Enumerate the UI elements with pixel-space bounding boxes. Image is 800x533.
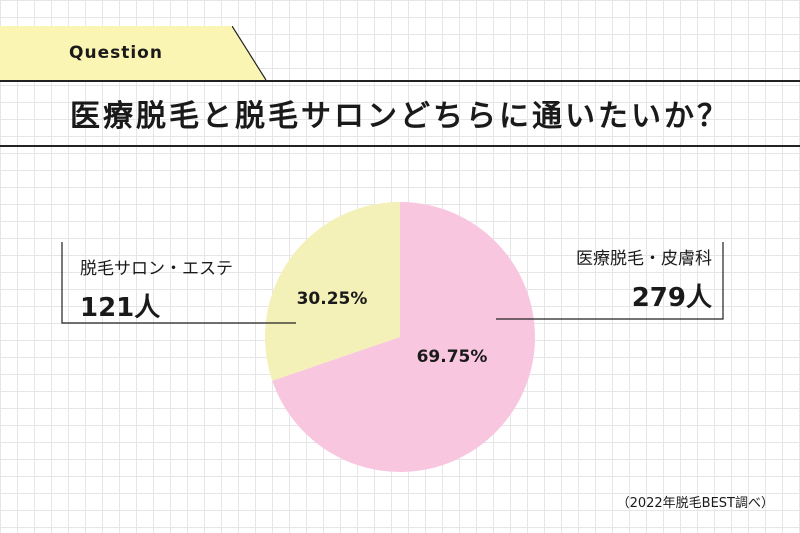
callout-medical-value: 279人 [631,283,712,313]
callout-line-medical [496,242,724,320]
source-note: （2022年脱毛BEST調べ） [616,496,774,511]
pie-slice-medical [272,202,535,472]
callout-medical-name: 医療脱毛・皮膚科 [576,249,712,269]
title-bottom-rule [0,145,800,147]
tab-slant-edge [232,26,267,80]
page-title: 医療脱毛と脱毛サロンどちらに通いたいか？ [70,98,730,134]
callout-salon: 脱毛サロン・エステ 121人 [80,254,233,324]
question-tab: Question [0,26,232,80]
callout-line-salon [61,242,296,324]
callout-salon-value: 121人 [80,293,161,323]
callout-medical: 医療脱毛・皮膚科 279人 [576,244,712,314]
percent-label-medical: 69.75% [417,347,488,367]
callout-salon-name: 脱毛サロン・エステ [80,259,233,279]
title-top-rule [0,80,800,82]
pie-slice-salon [264,202,400,381]
question-tab-label: Question [69,43,163,63]
percent-label-salon: 30.25% [297,289,368,309]
